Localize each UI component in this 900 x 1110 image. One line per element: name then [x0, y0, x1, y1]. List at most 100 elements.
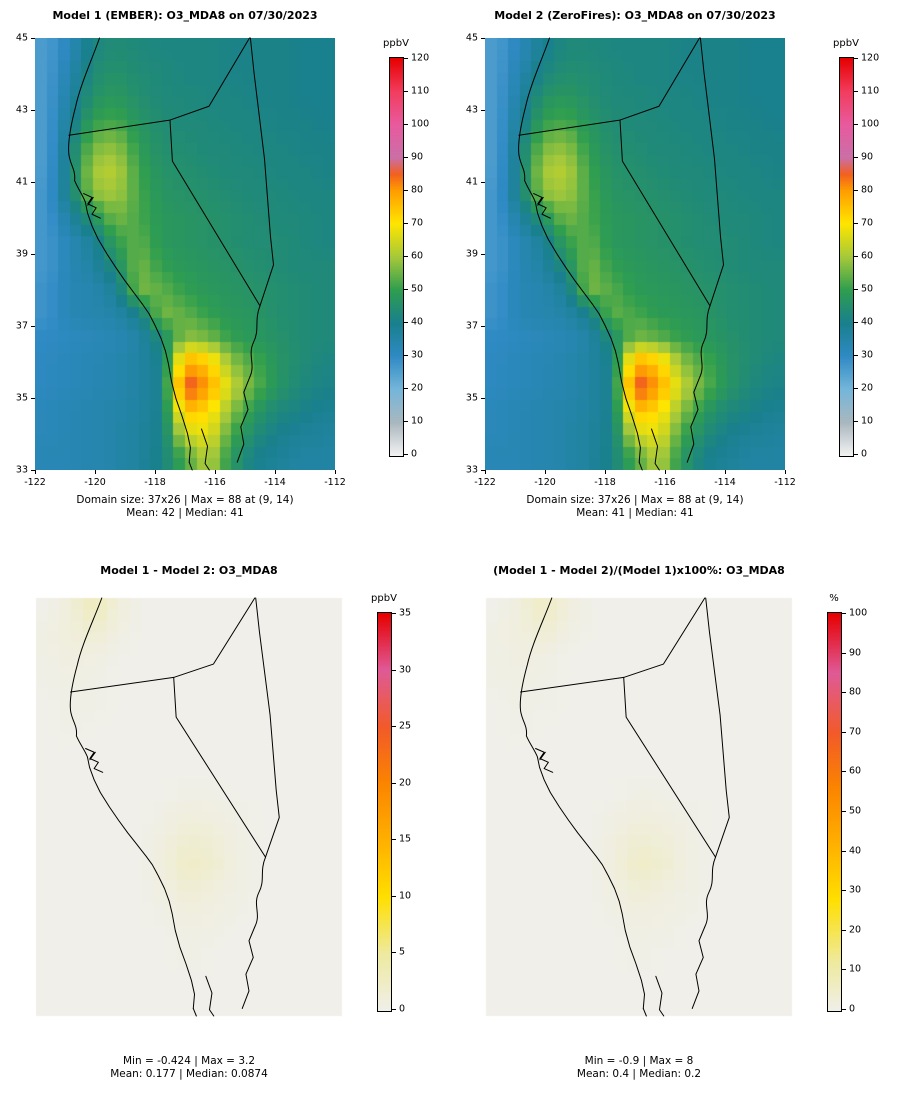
colorbar-tick-label: 15	[399, 833, 412, 845]
colorbar-tick-mark	[392, 1009, 396, 1010]
colorbar	[377, 612, 392, 1012]
colorbar-tick-label: 110	[411, 85, 430, 97]
colorbar-tick-mark	[404, 256, 408, 257]
colorbar-tick-label: 0	[411, 448, 418, 460]
colorbar-tick-mark	[404, 388, 408, 389]
colorbar-tick-label: 60	[411, 250, 424, 262]
panel-model1-ember: Model 1 (EMBER): O3_MDA8 on 07/30/2023 p…	[0, 0, 450, 555]
heatmap-canvas	[480, 592, 798, 1022]
colorbar-gradient	[840, 58, 853, 456]
y-axis-tick-mark	[481, 398, 485, 399]
y-axis-tick-label: 39	[15, 248, 28, 260]
x-axis-tick-mark	[335, 470, 336, 474]
x-axis-tick-label: -118	[594, 477, 616, 488]
border-line	[170, 120, 260, 306]
colorbar-tick-mark	[404, 124, 408, 125]
y-axis-tick-label: 35	[465, 392, 478, 404]
colorbar-tick-label: 10	[411, 415, 424, 427]
border-line	[250, 38, 273, 306]
colorbar-tick-label: 50	[849, 805, 862, 817]
stats-line2: Mean: 42 | Median: 41	[126, 507, 244, 519]
y-axis-tick-mark	[481, 182, 485, 183]
colorbar-tick-mark	[842, 613, 846, 614]
colorbar-unit-label: ppbV	[383, 38, 409, 49]
colorbar	[389, 57, 404, 457]
border-line	[534, 194, 551, 219]
colorbar-tick-mark	[854, 289, 858, 290]
y-axis-tick-mark	[31, 110, 35, 111]
colorbar-tick-mark	[392, 670, 396, 671]
border-line	[189, 462, 192, 470]
x-axis-tick-mark	[275, 470, 276, 474]
colorbar-tick-label: 30	[399, 664, 412, 676]
colorbar-tick-mark	[854, 58, 858, 59]
colorbar-tick-label: 10	[861, 415, 874, 427]
stats-line1: Domain size: 37x26 | Max = 88 at (9, 14)	[76, 494, 294, 506]
colorbar-tick-label: 20	[411, 382, 424, 394]
border-line	[520, 598, 644, 1008]
x-axis-tick-label: -120	[84, 477, 106, 488]
colorbar-tick-label: 100	[849, 607, 868, 619]
stats-line2: Mean: 0.177 | Median: 0.0874	[110, 1068, 268, 1080]
x-axis-tick-label: -118	[144, 477, 166, 488]
map-area	[480, 592, 798, 1022]
map-area	[30, 592, 348, 1022]
border-line	[536, 748, 553, 772]
colorbar-tick-mark	[392, 783, 396, 784]
heatmap-canvas	[485, 38, 785, 470]
colorbar-tick-label: 100	[411, 118, 430, 130]
y-axis-tick-label: 39	[465, 248, 478, 260]
colorbar-tick-label: 120	[861, 52, 880, 64]
state-borders-overlay	[486, 598, 792, 1016]
colorbar-tick-mark	[404, 289, 408, 290]
colorbar-tick-label: 90	[861, 151, 874, 163]
colorbar-tick-label: 20	[399, 777, 412, 789]
map-area	[35, 38, 335, 470]
colorbar-tick-label: 110	[861, 85, 880, 97]
y-axis-tick-label: 43	[465, 104, 478, 116]
colorbar-tick-label: 60	[849, 765, 862, 777]
border-line	[69, 38, 250, 135]
colorbar-tick-mark	[842, 969, 846, 970]
state-borders-overlay	[35, 38, 335, 470]
border-line	[202, 429, 210, 470]
colorbar-tick-mark	[854, 157, 858, 158]
colorbar-tick-mark	[842, 692, 846, 693]
colorbar-tick-label: 70	[861, 217, 874, 229]
panel-difference: Model 1 - Model 2: O3_MDA8 ppbV Min = -0…	[0, 555, 450, 1110]
y-axis-tick-mark	[31, 182, 35, 183]
border-line	[692, 857, 715, 1008]
colorbar-tick-mark	[392, 613, 396, 614]
colorbar-tick-label: 50	[861, 283, 874, 295]
border-line	[84, 194, 101, 219]
state-borders-overlay	[485, 38, 785, 470]
colorbar-tick-label: 30	[861, 349, 874, 361]
colorbar-tick-label: 0	[849, 1003, 856, 1015]
panel-model2-zerofires: Model 2 (ZeroFires): O3_MDA8 on 07/30/20…	[450, 0, 900, 555]
colorbar-tick-mark	[854, 421, 858, 422]
stats-line2: Mean: 41 | Median: 41	[576, 507, 694, 519]
colorbar-tick-label: 50	[411, 283, 424, 295]
x-axis-tick-mark	[35, 470, 36, 474]
x-axis-tick-label: -112	[774, 477, 796, 488]
x-axis-tick-mark	[485, 470, 486, 474]
colorbar-tick-label: 10	[849, 963, 862, 975]
colorbar-unit-label: ppbV	[833, 38, 859, 49]
border-line	[652, 429, 660, 470]
colorbar	[839, 57, 854, 457]
colorbar-tick-label: 40	[861, 316, 874, 328]
colorbar-tick-mark	[404, 355, 408, 356]
border-line	[69, 38, 191, 462]
colorbar-tick-mark	[392, 726, 396, 727]
x-axis-tick-mark	[665, 470, 666, 474]
colorbar-tick-mark	[404, 190, 408, 191]
y-axis-tick-mark	[31, 326, 35, 327]
colorbar-gradient	[378, 613, 391, 1011]
state-borders-overlay	[36, 598, 342, 1016]
x-axis-tick-mark	[605, 470, 606, 474]
colorbar-unit-label: %	[829, 593, 839, 604]
border-line	[71, 598, 255, 692]
colorbar-tick-label: 10	[399, 890, 412, 902]
y-axis-tick-label: 41	[15, 176, 28, 188]
colorbar-tick-mark	[842, 1009, 846, 1010]
